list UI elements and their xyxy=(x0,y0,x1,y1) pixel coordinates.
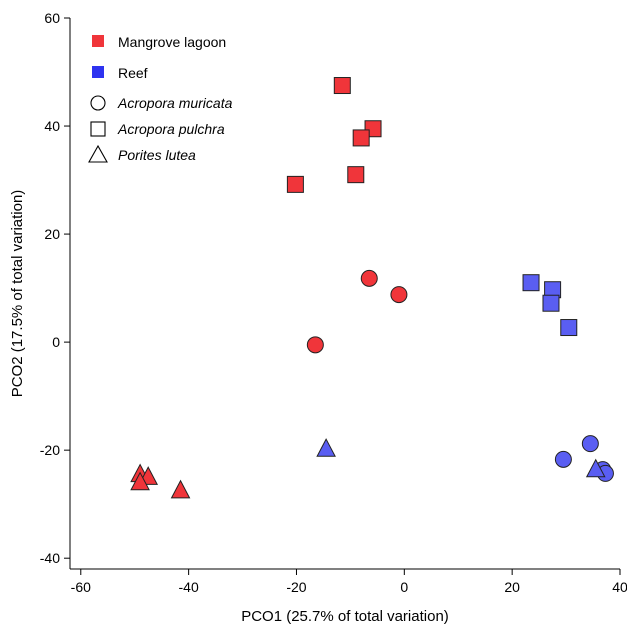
data-point xyxy=(286,175,304,193)
data-point xyxy=(542,294,560,312)
y-tick-label: 60 xyxy=(44,10,60,26)
data-point xyxy=(581,435,599,453)
data-points xyxy=(130,77,614,499)
legend-habitat-label: Mangrove lagoon xyxy=(118,34,226,50)
data-point xyxy=(352,129,370,147)
data-point xyxy=(130,471,150,491)
x-tick-label: -40 xyxy=(179,579,199,595)
y-axis-title: PCO2 (17.5% of total variation) xyxy=(9,190,26,398)
y-tick-label: 20 xyxy=(44,226,60,242)
legend-shape-triangle xyxy=(88,144,108,163)
data-point xyxy=(554,450,572,468)
x-tick-label: 0 xyxy=(400,579,408,595)
y-tick-label: -40 xyxy=(40,550,60,566)
data-point xyxy=(316,438,336,457)
legend-habitat-swatch xyxy=(92,35,104,47)
x-axis-title: PCO1 (25.7% of total variation) xyxy=(241,608,449,625)
data-point xyxy=(560,319,578,337)
data-point xyxy=(347,166,365,184)
x-tick-label: -20 xyxy=(286,579,306,595)
data-point xyxy=(333,77,351,95)
legend-species-label: Acropora muricata xyxy=(117,95,233,111)
data-point xyxy=(522,274,540,292)
data-point xyxy=(390,286,408,304)
data-point xyxy=(306,336,324,354)
y-tick-label: 0 xyxy=(52,334,60,350)
data-point xyxy=(170,479,191,499)
x-ticks: -60 -40 -20 0 20 40 xyxy=(71,569,627,595)
legend: Mangrove lagoon Reef Acropora muricata Acro… xyxy=(88,34,233,163)
data-point xyxy=(585,458,606,478)
x-tick-label: 20 xyxy=(504,579,520,595)
x-tick-label: -60 xyxy=(71,579,91,595)
data-point xyxy=(360,269,378,287)
legend-shape-square xyxy=(90,121,106,137)
legend-species-label: Porites lutea xyxy=(118,147,196,163)
legend-species-label: Acropora pulchra xyxy=(117,121,225,137)
y-tick-label: 40 xyxy=(44,118,60,134)
legend-habitat-swatch xyxy=(92,66,104,78)
y-ticks: -40 -20 0 20 40 60 xyxy=(40,10,70,566)
axes xyxy=(69,18,620,570)
legend-habitat-label: Reef xyxy=(118,65,148,81)
y-tick-label: -20 xyxy=(40,442,60,458)
x-tick-label: 40 xyxy=(612,579,627,595)
legend-shape-circle xyxy=(90,95,106,111)
